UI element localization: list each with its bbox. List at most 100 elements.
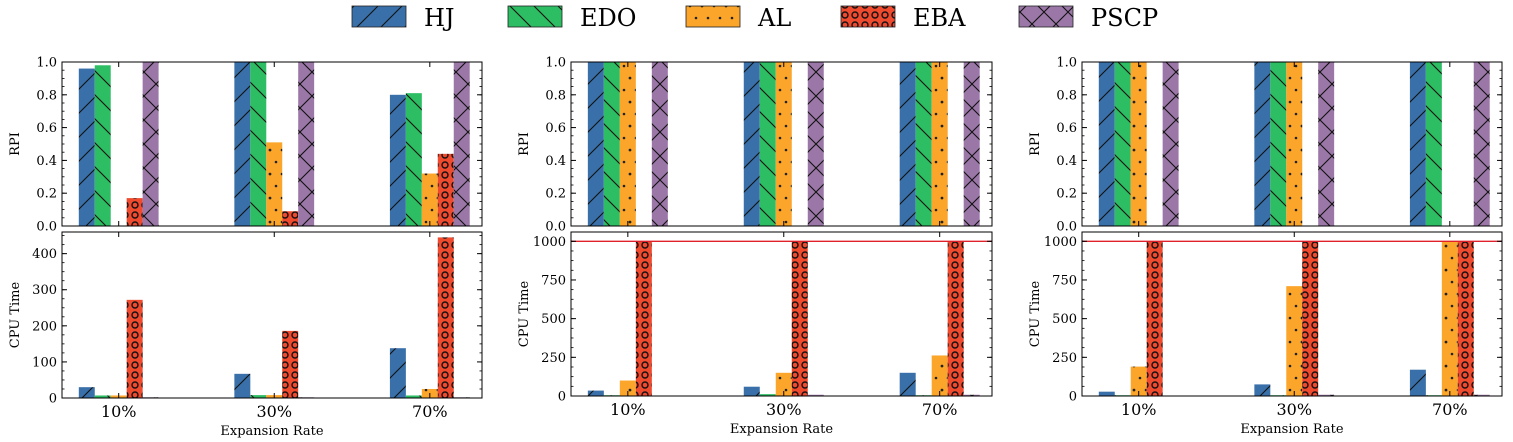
y-tick-label: 100 — [32, 355, 57, 370]
legend-swatch-hj — [351, 5, 407, 28]
y-tick-label: 300 — [32, 283, 57, 298]
bar-al-30pct — [1286, 286, 1303, 396]
bar-al-70pct — [1441, 241, 1458, 396]
bar-pscp-70pct — [453, 62, 470, 226]
y-tick-label: 0.2 — [36, 187, 57, 202]
y-tick-label: 0.4 — [545, 154, 566, 169]
y-tick-label: 0.8 — [1056, 88, 1077, 103]
bar-pscp-10pct — [142, 62, 159, 226]
y-tick-label: 0.4 — [36, 154, 57, 169]
legend-swatch-al — [685, 5, 741, 28]
y-tick-label: 0.2 — [545, 187, 566, 202]
bar-eba-70pct — [437, 153, 454, 226]
y-tick-label: 0 — [1069, 390, 1077, 405]
bar-hj-70pct — [389, 348, 406, 398]
bar-edo-30pct — [759, 394, 776, 396]
panel-bottom-middle: 0 250 500 750 1000 CPU Time 10% 30% 70% Expansion… — [517, 231, 993, 437]
bar-edo-70pct — [405, 395, 422, 398]
y-tick-label: 0.0 — [1056, 220, 1077, 235]
y-tick-label: 0.2 — [1056, 187, 1077, 202]
bar-al-70pct — [931, 355, 948, 396]
bar-al-70pct — [931, 62, 948, 226]
bar-edo-30pct — [1270, 62, 1287, 226]
x-tick-label: 10% — [610, 400, 646, 419]
y-tick-label: 750 — [1052, 273, 1077, 288]
legend: HJ EDO AL EBA PSCP — [351, 4, 1158, 32]
bar-eba-70pct — [437, 237, 454, 398]
y-axis-label: RPI — [8, 132, 23, 156]
bar-pscp-10pct — [1162, 62, 1179, 226]
x-tick-label: 30% — [766, 400, 802, 419]
bar-pscp-30pct — [807, 62, 824, 226]
x-tick-label: 10% — [101, 402, 137, 421]
x-tick-label: 70% — [412, 402, 448, 421]
bar-eba-30pct — [791, 241, 808, 396]
bar-eba-30pct — [1302, 241, 1319, 396]
y-axis-label: RPI — [1028, 132, 1043, 156]
legend-label-pscp: PSCP — [1091, 4, 1158, 32]
bar-al-30pct — [266, 142, 283, 226]
bar-hj-30pct — [234, 62, 251, 226]
axes-frame — [570, 231, 993, 397]
x-tick-label: 30% — [256, 402, 292, 421]
x-tick-label: 30% — [1276, 400, 1312, 419]
y-tick-label: 1.0 — [1056, 56, 1077, 71]
bar-edo-70pct — [1425, 62, 1442, 226]
bar-hj-30pct — [234, 373, 251, 398]
bar-al-30pct — [1286, 62, 1303, 226]
bar-hj-10pct — [587, 390, 604, 396]
bar-hj-30pct — [1254, 384, 1271, 396]
bar-pscp-30pct — [807, 394, 824, 396]
bar-al-70pct — [421, 173, 438, 226]
bar-al-10pct — [619, 62, 636, 226]
y-tick-label: 500 — [541, 312, 566, 327]
y-axis-label: CPU Time — [517, 280, 532, 347]
y-tick-label: 250 — [541, 351, 566, 366]
x-axis-label: Expansion Rate — [730, 422, 833, 437]
bar-eba-10pct — [126, 299, 143, 398]
bar-edo-70pct — [405, 93, 422, 226]
bar-edo-30pct — [250, 395, 267, 398]
y-tick-label: 200 — [32, 319, 57, 334]
bar-eba-10pct — [1146, 241, 1163, 396]
x-tick-label: 70% — [1432, 400, 1468, 419]
y-tick-label: 0.4 — [1056, 154, 1077, 169]
bar-hj-10pct — [78, 68, 95, 226]
bar-edo-30pct — [759, 62, 776, 226]
bar-hj-30pct — [1254, 62, 1271, 226]
x-tick-label: 70% — [922, 400, 958, 419]
y-tick-label: 1000 — [533, 235, 566, 250]
bar-hj-70pct — [899, 62, 916, 226]
bar-al-10pct — [1130, 62, 1147, 226]
y-axis-label: CPU Time — [1028, 280, 1043, 347]
bar-al-30pct — [775, 372, 792, 396]
bar-edo-10pct — [1114, 62, 1131, 226]
bar-eba-70pct — [947, 241, 964, 396]
panel-bottom-right: 0 250 500 750 1000 CPU Time 10% 30% 70% Expansion… — [1028, 231, 1503, 437]
legend-item-edo: EDO — [507, 4, 636, 32]
bar-pscp-10pct — [651, 62, 668, 226]
bar-hj-10pct — [78, 387, 95, 398]
bar-pscp-70pct — [1473, 62, 1490, 226]
panel-top-right: 0.0 0.2 0.4 0.6 0.8 1.0 RPI — [1028, 56, 1503, 235]
bar-hj-10pct — [1098, 391, 1115, 396]
panel-top-middle: 0.0 0.2 0.4 0.6 0.8 1.0 RPI — [517, 56, 993, 235]
bar-pscp-30pct — [1318, 62, 1335, 226]
bar-hj-30pct — [743, 62, 760, 226]
bar-eba-10pct — [126, 198, 143, 226]
y-tick-label: 1.0 — [36, 56, 57, 71]
bar-hj-70pct — [1409, 62, 1426, 226]
legend-item-eba: EBA — [840, 4, 966, 32]
y-axis-label: RPI — [517, 132, 532, 156]
y-tick-label: 500 — [1052, 312, 1077, 327]
bar-eba-70pct — [1457, 241, 1474, 396]
y-tick-label: 0.6 — [1056, 121, 1077, 136]
x-axis-label: Expansion Rate — [220, 424, 323, 439]
bar-pscp-70pct — [963, 394, 980, 396]
axes-frame — [1081, 231, 1503, 397]
legend-label-al: AL — [757, 4, 791, 32]
x-axis-label: Expansion Rate — [1240, 422, 1343, 437]
bar-pscp-70pct — [963, 62, 980, 226]
legend-item-al: AL — [685, 4, 791, 32]
